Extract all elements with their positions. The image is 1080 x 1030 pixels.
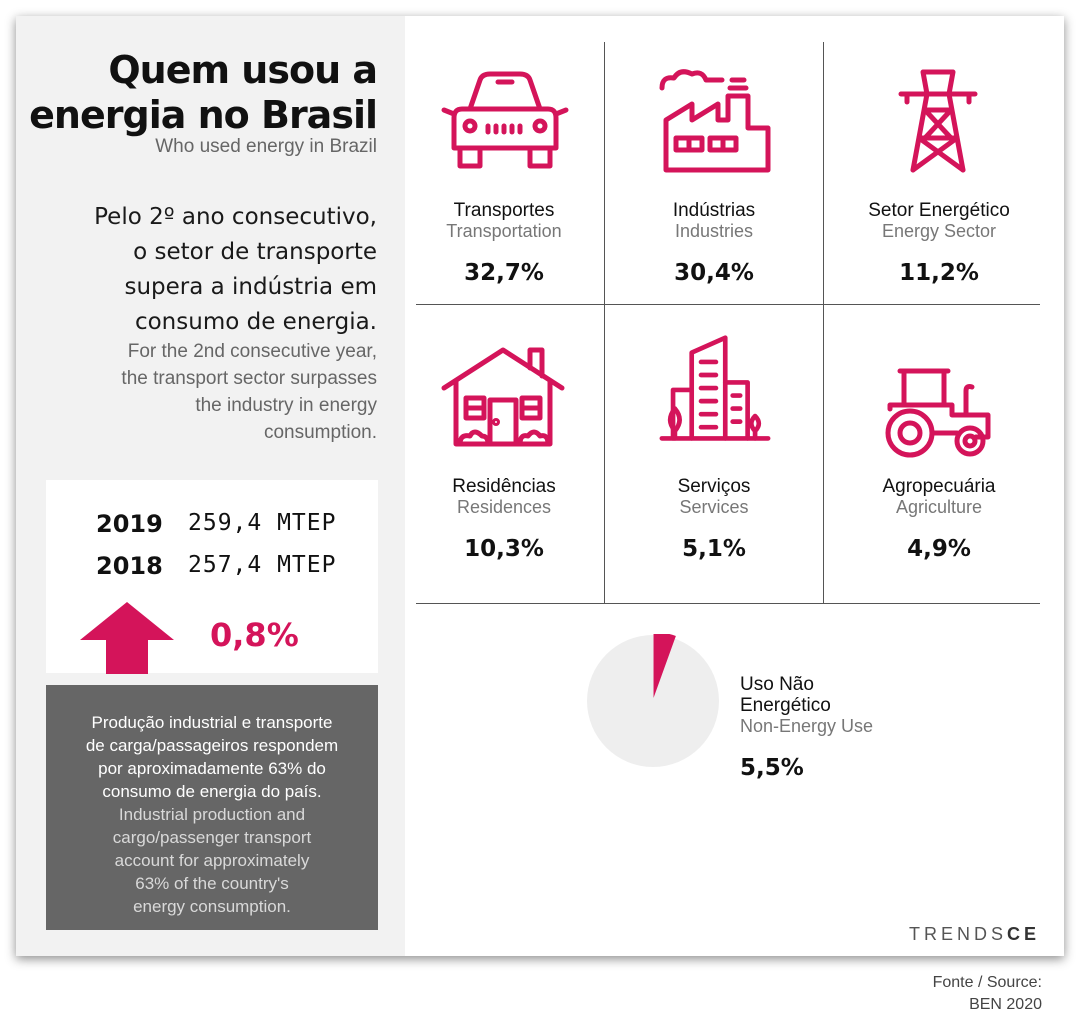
sector-label-pt: Transportes bbox=[453, 200, 555, 221]
page-subtitle: Who used energy in Brazil bbox=[155, 136, 377, 157]
sector-label-pt: Serviços bbox=[677, 476, 751, 497]
sector-transport: Transportes Transportation 32,7% bbox=[395, 200, 613, 286]
sector-label-pt: Agropecuária bbox=[882, 476, 996, 497]
tractor-icon bbox=[885, 368, 991, 458]
lead-text-pt: Pelo 2º ano consecutivo, o setor de tran… bbox=[37, 200, 377, 340]
note-en-line: energy consumption. bbox=[133, 897, 291, 916]
grid-divider-vertical bbox=[823, 42, 824, 603]
sector-label-en: Energy Sector bbox=[881, 221, 997, 241]
note-text-pt: Produção industrial e transporte de carg… bbox=[64, 711, 360, 803]
grid-divider-horizontal bbox=[416, 603, 1040, 604]
note-pt-line: por aproximadamente 63% do bbox=[98, 759, 326, 778]
non-energy-label-en: Non-Energy Use bbox=[740, 716, 874, 736]
sector-percentage: 30,4% bbox=[674, 260, 754, 286]
lead-en-line: the industry in energy bbox=[195, 395, 377, 416]
sector-label-en: Industries bbox=[674, 221, 754, 241]
grid-divider-horizontal bbox=[416, 304, 1040, 305]
sector-label-en: Transportation bbox=[446, 221, 562, 241]
lead-en-line: For the 2nd consecutive year, bbox=[127, 341, 377, 362]
source-label: Fonte / Source: bbox=[932, 974, 1042, 991]
infographic-card: Quem usou a energia no Brasil Who used e… bbox=[16, 16, 1064, 956]
note-en-line: Industrial production and bbox=[118, 805, 306, 824]
non-energy-pie bbox=[587, 634, 719, 767]
lead-pt-line: consumo de energia. bbox=[134, 309, 377, 335]
sector-label-pt: Setor Energético bbox=[868, 200, 1010, 221]
grid-divider-vertical bbox=[604, 42, 605, 603]
note-en-line: 63% of the country's bbox=[135, 874, 289, 893]
consumption-stats-box: 2019 259,4 MTEP 2018 257,4 MTEP 0,8% bbox=[46, 480, 378, 674]
lead-en-line: consumption. bbox=[263, 422, 377, 443]
note-text-en: Industrial production and cargo/passenge… bbox=[64, 803, 360, 918]
title-line-1: Quem usou a bbox=[108, 48, 378, 92]
source-value: BEN 2020 bbox=[969, 996, 1042, 1013]
buildings-icon bbox=[659, 335, 771, 441]
sector-percentage: 5,1% bbox=[682, 536, 746, 562]
brand-bold: CE bbox=[1006, 924, 1040, 944]
stat-year: 2019 bbox=[96, 510, 163, 538]
lead-pt-line: supera a indústria em bbox=[124, 274, 377, 300]
non-energy-label: Uso Não Energético Non-Energy Use 5,5% bbox=[740, 674, 940, 781]
non-energy-label-pt: Uso Não bbox=[740, 674, 814, 695]
lead-pt-line: Pelo 2º ano consecutivo, bbox=[94, 204, 377, 230]
note-pt-line: Produção industrial e transporte bbox=[91, 713, 333, 732]
house-icon bbox=[441, 347, 565, 447]
left-panel: Quem usou a energia no Brasil Who used e… bbox=[16, 16, 405, 956]
page-title: Quem usou a energia no Brasil bbox=[17, 48, 378, 138]
note-en-line: cargo/passenger transport bbox=[112, 828, 312, 847]
sector-label-en: Services bbox=[679, 497, 749, 517]
sector-services: Serviços Services 5,1% bbox=[605, 476, 823, 562]
pie-slice-non-energy bbox=[653, 634, 676, 699]
brand-logo: TRENDSCE bbox=[909, 924, 1040, 945]
car-icon bbox=[441, 71, 569, 169]
source-note: Fonte / Source: BEN 2020 bbox=[933, 972, 1042, 1016]
note-pt-line: de carga/passageiros respondem bbox=[85, 736, 339, 755]
change-percentage: 0,8% bbox=[210, 616, 299, 654]
sector-agriculture: Agropecuária Agriculture 4,9% bbox=[830, 476, 1048, 562]
brand-light: TRENDS bbox=[908, 924, 1007, 944]
pie-background bbox=[587, 635, 719, 767]
lead-pt-line: o setor de transporte bbox=[133, 239, 377, 265]
note-box: Produção industrial e transporte de carg… bbox=[46, 685, 378, 930]
power-tower-icon bbox=[898, 69, 978, 173]
lead-text-en: For the 2nd consecutive year, the transp… bbox=[37, 338, 377, 446]
sector-percentage: 32,7% bbox=[464, 260, 544, 286]
non-energy-label-pt: Energético bbox=[740, 695, 831, 716]
non-energy-percentage: 5,5% bbox=[740, 755, 804, 781]
note-en-line: account for approximately bbox=[114, 851, 310, 870]
note-pt-line: consumo de energia do país. bbox=[102, 782, 322, 801]
title-line-2: energia no Brasil bbox=[29, 93, 378, 137]
sector-label-en: Agriculture bbox=[895, 497, 983, 517]
sector-percentage: 4,9% bbox=[907, 536, 971, 562]
factory-icon bbox=[659, 69, 771, 173]
sector-label-pt: Residências bbox=[452, 476, 556, 497]
up-arrow-icon bbox=[80, 602, 174, 674]
sector-label-en: Residences bbox=[456, 497, 552, 517]
sector-residences: Residências Residences 10,3% bbox=[395, 476, 613, 562]
sector-percentage: 10,3% bbox=[464, 536, 544, 562]
sector-percentage: 11,2% bbox=[899, 260, 979, 286]
stat-year: 2018 bbox=[96, 552, 163, 580]
lead-en-line: the transport sector surpasses bbox=[121, 368, 377, 389]
sector-label-pt: Indústrias bbox=[672, 200, 756, 221]
stat-value: 257,4 MTEP bbox=[188, 552, 337, 578]
sector-industries: Indústrias Industries 30,4% bbox=[605, 200, 823, 286]
stat-value: 259,4 MTEP bbox=[188, 510, 337, 536]
sector-energy: Setor Energético Energy Sector 11,2% bbox=[830, 200, 1048, 286]
